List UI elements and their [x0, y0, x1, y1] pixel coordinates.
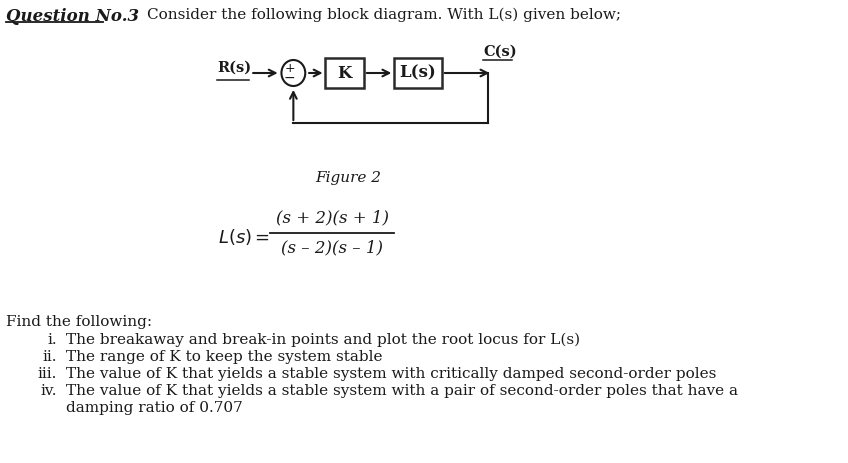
Text: ii.: ii. [42, 350, 57, 364]
Text: iii.: iii. [37, 367, 57, 381]
Text: R(s): R(s) [217, 61, 251, 75]
Text: Question No.3: Question No.3 [7, 8, 140, 25]
Text: The breakaway and break-in points and plot the root locus for L(s): The breakaway and break-in points and pl… [66, 333, 580, 347]
Text: −: − [284, 71, 295, 85]
Text: damping ratio of 0.707: damping ratio of 0.707 [66, 401, 243, 415]
Text: iv.: iv. [41, 384, 57, 398]
FancyBboxPatch shape [394, 58, 442, 88]
Text: (s – 2)(s – 1): (s – 2)(s – 1) [282, 239, 383, 257]
Text: K: K [338, 64, 352, 81]
Text: L(s): L(s) [399, 64, 437, 81]
Text: Consider the following block diagram. With L(s) given below;: Consider the following block diagram. Wi… [147, 8, 621, 22]
Text: The range of K to keep the system stable: The range of K to keep the system stable [66, 350, 382, 364]
Text: The value of K that yields a stable system with critically damped second-order p: The value of K that yields a stable syst… [66, 367, 717, 381]
Text: (s + 2)(s + 1): (s + 2)(s + 1) [276, 209, 389, 226]
Text: +: + [284, 63, 295, 75]
Text: C(s): C(s) [483, 45, 516, 59]
Text: $L(s) =$: $L(s) =$ [218, 227, 271, 247]
Text: i.: i. [47, 333, 57, 347]
FancyBboxPatch shape [326, 58, 364, 88]
Text: Find the following:: Find the following: [7, 315, 153, 329]
Text: The value of K that yields a stable system with a pair of second-order poles tha: The value of K that yields a stable syst… [66, 384, 738, 398]
Text: Figure 2: Figure 2 [315, 171, 382, 185]
